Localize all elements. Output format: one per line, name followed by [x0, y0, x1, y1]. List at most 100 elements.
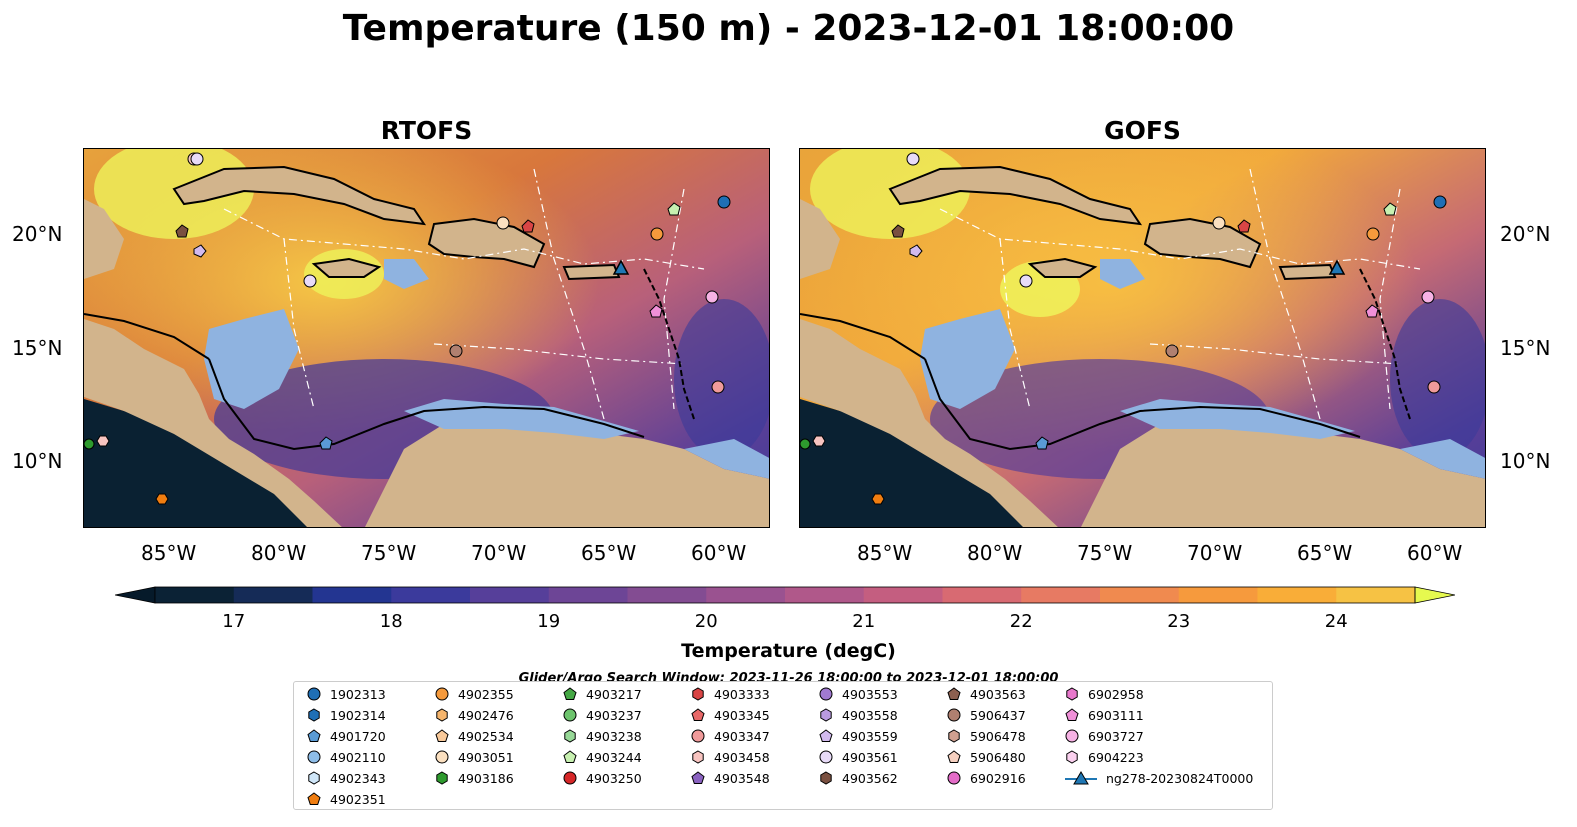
legend-item-label: 4903244 — [586, 749, 642, 765]
legend-item: 4903562 — [818, 768, 898, 788]
lon-tick-80w-gofs: 80°W — [967, 541, 1023, 565]
lat-tick-15n-right: 15°N — [1500, 336, 1551, 360]
colorbar-tick-label: 19 — [537, 611, 561, 632]
colorbar-segment — [1021, 587, 1101, 603]
legend-item: 4903244 — [562, 747, 642, 767]
colorbar — [115, 586, 1455, 604]
circle-marker-icon — [562, 770, 578, 786]
legend-item-label: 4901720 — [330, 728, 386, 744]
circle-marker-icon — [946, 770, 962, 786]
legend-item-label: 4903051 — [458, 749, 514, 765]
legend-item-label: 4903237 — [586, 707, 642, 723]
colorbar-segment — [312, 587, 392, 603]
colorbar-segment — [785, 587, 865, 603]
lon-tick-80w-rtofs: 80°W — [251, 541, 307, 565]
hexagon-marker-icon — [306, 770, 322, 786]
hexagon-marker-icon — [306, 707, 322, 723]
pentagon-marker-icon — [306, 728, 322, 744]
pentagon-marker-icon — [562, 686, 578, 702]
colorbar-tick-label: 20 — [694, 611, 718, 632]
legend-item-label: 5906480 — [970, 749, 1026, 765]
hexagon-marker-icon — [1064, 749, 1080, 765]
lat-tick-15n-left: 15°N — [12, 336, 63, 360]
legend-item-label: 1902313 — [330, 686, 386, 702]
hexagon-marker-icon — [434, 770, 450, 786]
lon-tick-85w-gofs: 85°W — [857, 541, 913, 565]
lat-tick-10n-right: 10°N — [1500, 449, 1551, 473]
circle-marker-icon — [434, 686, 450, 702]
colorbar-segment — [706, 587, 786, 603]
legend-item-label: 5906437 — [970, 707, 1026, 723]
colorbar-segment — [155, 587, 235, 603]
colorbar-segment — [863, 587, 943, 603]
legend-item: 5906480 — [946, 747, 1026, 767]
temperature-map-rtofs — [84, 149, 769, 527]
colorbar-segment — [627, 587, 707, 603]
hexagon-marker-icon — [1064, 686, 1080, 702]
legend-item-label: 4903558 — [842, 707, 898, 723]
hexagon-marker-icon — [690, 749, 706, 765]
panel-title-gofs: GOFS — [1104, 116, 1181, 145]
hexagon-marker-icon — [434, 707, 450, 723]
legend-item-label: 4903186 — [458, 770, 514, 786]
legend-item-label: 4902534 — [458, 728, 514, 744]
legend: 1902313 1902314 4901720 4902110 4902343 49023… — [293, 681, 1273, 810]
colorbar-segment — [942, 587, 1022, 603]
colorbar-tick-label: 24 — [1324, 611, 1348, 632]
circle-marker-icon — [818, 686, 834, 702]
temperature-map-gofs — [800, 149, 1485, 527]
legend-item-label: 4902343 — [330, 770, 386, 786]
hexagon-marker-icon — [562, 728, 578, 744]
legend-item: 4903548 — [690, 768, 770, 788]
legend-item-label: 4903250 — [586, 770, 642, 786]
pentagon-marker-icon — [690, 707, 706, 723]
legend-item-label: 1902314 — [330, 707, 386, 723]
page-title: Temperature (150 m) - 2023-12-01 18:00:0… — [342, 8, 1235, 49]
colorbar-segment — [470, 587, 550, 603]
circle-marker-icon — [946, 707, 962, 723]
pentagon-marker-icon — [946, 749, 962, 765]
colorbar-segment — [1100, 587, 1180, 603]
legend-item: 4903250 — [562, 768, 642, 788]
map-panel-rtofs — [83, 148, 770, 528]
legend-item-label: 4903562 — [842, 770, 898, 786]
lon-tick-70w-rtofs: 70°W — [471, 541, 527, 565]
legend-item: 4903345 — [690, 705, 770, 725]
colorbar-tick-label: 18 — [379, 611, 403, 632]
pentagon-marker-icon — [562, 749, 578, 765]
legend-item: 4903553 — [818, 684, 898, 704]
lon-tick-75w-gofs: 75°W — [1077, 541, 1133, 565]
circle-marker-icon — [690, 728, 706, 744]
legend-item-label: 6903111 — [1088, 707, 1144, 723]
legend-item: 4903458 — [690, 747, 770, 767]
pentagon-marker-icon — [1064, 707, 1080, 723]
colorbar-segment — [391, 587, 471, 603]
panel-title-rtofs: RTOFS — [380, 116, 473, 145]
legend-item: 4903561 — [818, 747, 898, 767]
lon-tick-75w-rtofs: 75°W — [361, 541, 417, 565]
legend-item: 1902313 — [306, 684, 386, 704]
hexagon-marker-icon — [946, 728, 962, 744]
legend-item-label: 4903553 — [842, 686, 898, 702]
colorbar-tick-label: 21 — [852, 611, 876, 632]
legend-item: 4902110 — [306, 747, 386, 767]
colorbar-tick-label: 23 — [1167, 611, 1191, 632]
legend-item-label: 4903563 — [970, 686, 1026, 702]
legend-item: 4902343 — [306, 768, 386, 788]
legend-item: 4902476 — [434, 705, 514, 725]
lon-tick-65w-rtofs: 65°W — [581, 541, 637, 565]
triangle-line-marker-icon — [1064, 770, 1098, 786]
legend-item: 5906478 — [946, 726, 1026, 746]
legend-item-label: 4903559 — [842, 728, 898, 744]
lat-tick-10n-left: 10°N — [12, 449, 63, 473]
legend-item: 4903559 — [818, 726, 898, 746]
legend-item-label: 6903727 — [1088, 728, 1144, 744]
legend-item: 4902534 — [434, 726, 514, 746]
circle-marker-icon — [562, 707, 578, 723]
legend-item-label: 4903345 — [714, 707, 770, 723]
lon-tick-60w-gofs: 60°W — [1407, 541, 1463, 565]
legend-item: 6903727 — [1064, 726, 1144, 746]
legend-item-label: 4902476 — [458, 707, 514, 723]
legend-item-label: 4903561 — [842, 749, 898, 765]
legend-item: 4903238 — [562, 726, 642, 746]
